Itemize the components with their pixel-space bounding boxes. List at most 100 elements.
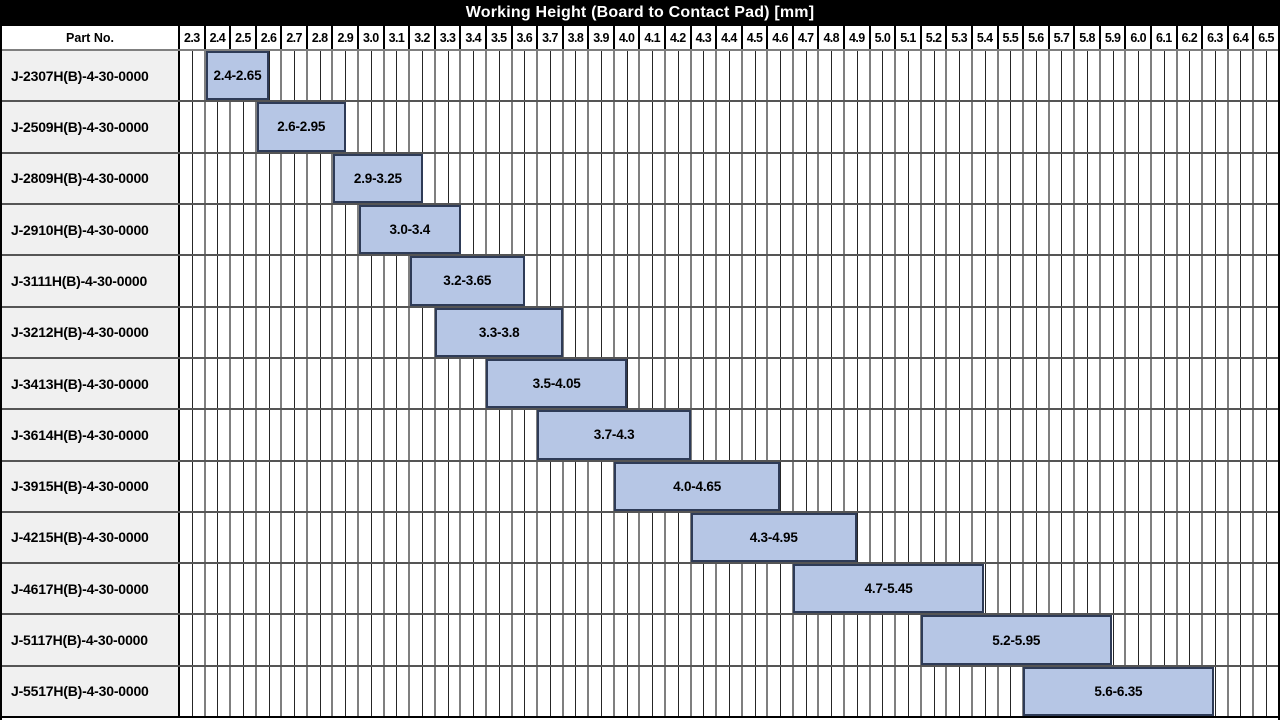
grid-cell	[791, 204, 818, 255]
grid-cell	[484, 461, 511, 512]
grid-cell	[331, 410, 357, 460]
grid-cell	[868, 102, 895, 152]
grid-cell	[894, 153, 920, 204]
grid-cell	[459, 51, 485, 101]
grid-cell	[689, 564, 716, 614]
grid-cell	[638, 102, 664, 152]
grid-cell	[715, 410, 741, 460]
grid-cell	[510, 461, 537, 512]
grid-cell	[1124, 51, 1150, 101]
grid-cell	[970, 256, 997, 306]
table-row: J-3111H(B)-4-30-0000 3.2-3.65	[2, 256, 1278, 308]
grid-cell	[180, 666, 204, 717]
grid-cell	[331, 666, 357, 717]
grid-cell	[970, 512, 997, 563]
grid-cell	[587, 204, 613, 255]
grid-cell	[715, 51, 741, 101]
axis-tick-label: 5.2	[919, 26, 946, 49]
grid-cell	[663, 512, 690, 563]
grid-cell	[1252, 564, 1278, 614]
grid-cell	[510, 410, 537, 460]
axis-tick-label: 4.2	[663, 26, 690, 49]
grid-cell	[180, 512, 204, 563]
grid-cell	[1252, 410, 1278, 460]
grid-cell	[740, 564, 767, 614]
grid-cell	[536, 461, 562, 512]
grid-cell	[331, 51, 357, 101]
grid-cell	[868, 461, 895, 512]
grid-cell	[919, 256, 946, 306]
grid-cell	[894, 410, 920, 460]
part-number: J-4215H(B)-4-30-0000	[2, 512, 180, 563]
axis-tick-label: 5.1	[894, 26, 920, 49]
grid-cell	[459, 512, 485, 563]
grid-cell	[1124, 358, 1150, 409]
axis-tick-label: 4.8	[817, 26, 843, 49]
grid-cell	[638, 564, 664, 614]
grid-cell	[1201, 51, 1227, 101]
grid-cell	[1226, 153, 1253, 204]
grid-cell	[1098, 153, 1125, 204]
grid-cell	[1149, 204, 1176, 255]
grid-cell	[459, 358, 485, 409]
grid-cell	[1252, 102, 1278, 152]
grid-cell	[996, 666, 1023, 717]
grid-cell	[996, 410, 1023, 460]
axis-tick-label: 3.1	[382, 26, 409, 49]
grid-cell	[587, 666, 613, 717]
axis-tick-label: 2.4	[203, 26, 230, 49]
grid-cell	[689, 51, 716, 101]
grid-cell	[229, 615, 255, 666]
range-bar: 2.6-2.95	[256, 102, 346, 152]
axis-tick-label: 4.3	[689, 26, 716, 49]
grid-cell	[357, 564, 383, 614]
grid-cell	[1047, 512, 1074, 563]
grid-cell	[689, 153, 716, 204]
grid-cell	[484, 410, 511, 460]
grid-cell	[1226, 666, 1253, 717]
grid-cell	[817, 153, 843, 204]
grid-cell	[843, 153, 869, 204]
grid-cell	[663, 102, 690, 152]
grid-cell	[715, 204, 741, 255]
grid-cell	[1098, 204, 1125, 255]
grid-cell	[1226, 512, 1253, 563]
grid-cell	[843, 666, 869, 717]
grid-cell	[357, 410, 383, 460]
range-bar: 3.5-4.05	[486, 358, 627, 409]
range-bar: 5.2-5.95	[920, 615, 1112, 665]
grid-cell	[254, 358, 281, 409]
grid-cell	[280, 204, 306, 255]
part-number: J-5517H(B)-4-30-0000	[2, 666, 180, 717]
grid-cell	[1252, 256, 1278, 306]
axis-tick-label: 5.7	[1047, 26, 1074, 49]
grid-cell	[894, 102, 920, 152]
axis-tick-label: 5.6	[1022, 26, 1048, 49]
grid-cell	[561, 512, 588, 563]
grid-cell	[894, 512, 920, 563]
row-track: 4.3-4.95	[180, 512, 1278, 563]
grid-cell	[868, 358, 895, 409]
grid-cell	[843, 51, 869, 101]
grid-cell	[868, 307, 895, 358]
grid-cell	[970, 666, 997, 717]
grid-cell	[382, 564, 409, 614]
grid-cell	[1226, 564, 1253, 614]
grid-cell	[382, 256, 409, 306]
grid-cell	[229, 410, 255, 460]
grid-cell	[536, 51, 562, 101]
grid-cell	[970, 461, 997, 512]
grid-cell	[254, 410, 281, 460]
grid-cell	[740, 204, 767, 255]
axis-tick-label: 4.9	[843, 26, 869, 49]
table-row: J-4617H(B)-4-30-0000 4.7-5.45	[2, 564, 1278, 616]
axis-tick-label: 2.6	[254, 26, 281, 49]
part-number: J-3413H(B)-4-30-0000	[2, 358, 180, 409]
grid-cell	[459, 153, 485, 204]
grid-cell	[1047, 410, 1074, 460]
grid-cell	[510, 204, 537, 255]
grid-cell	[459, 102, 485, 152]
grid-cell	[254, 204, 281, 255]
grid-cell	[484, 51, 511, 101]
grid-cell	[945, 512, 971, 563]
